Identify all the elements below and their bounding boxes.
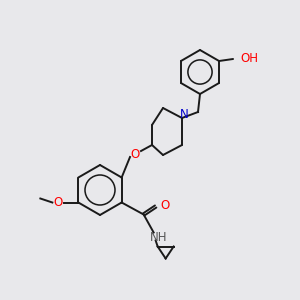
Text: O: O xyxy=(54,196,63,209)
Text: NH: NH xyxy=(150,231,167,244)
Text: N: N xyxy=(180,109,188,122)
Text: O: O xyxy=(130,148,140,160)
Text: O: O xyxy=(161,199,170,212)
Text: OH: OH xyxy=(240,52,258,64)
